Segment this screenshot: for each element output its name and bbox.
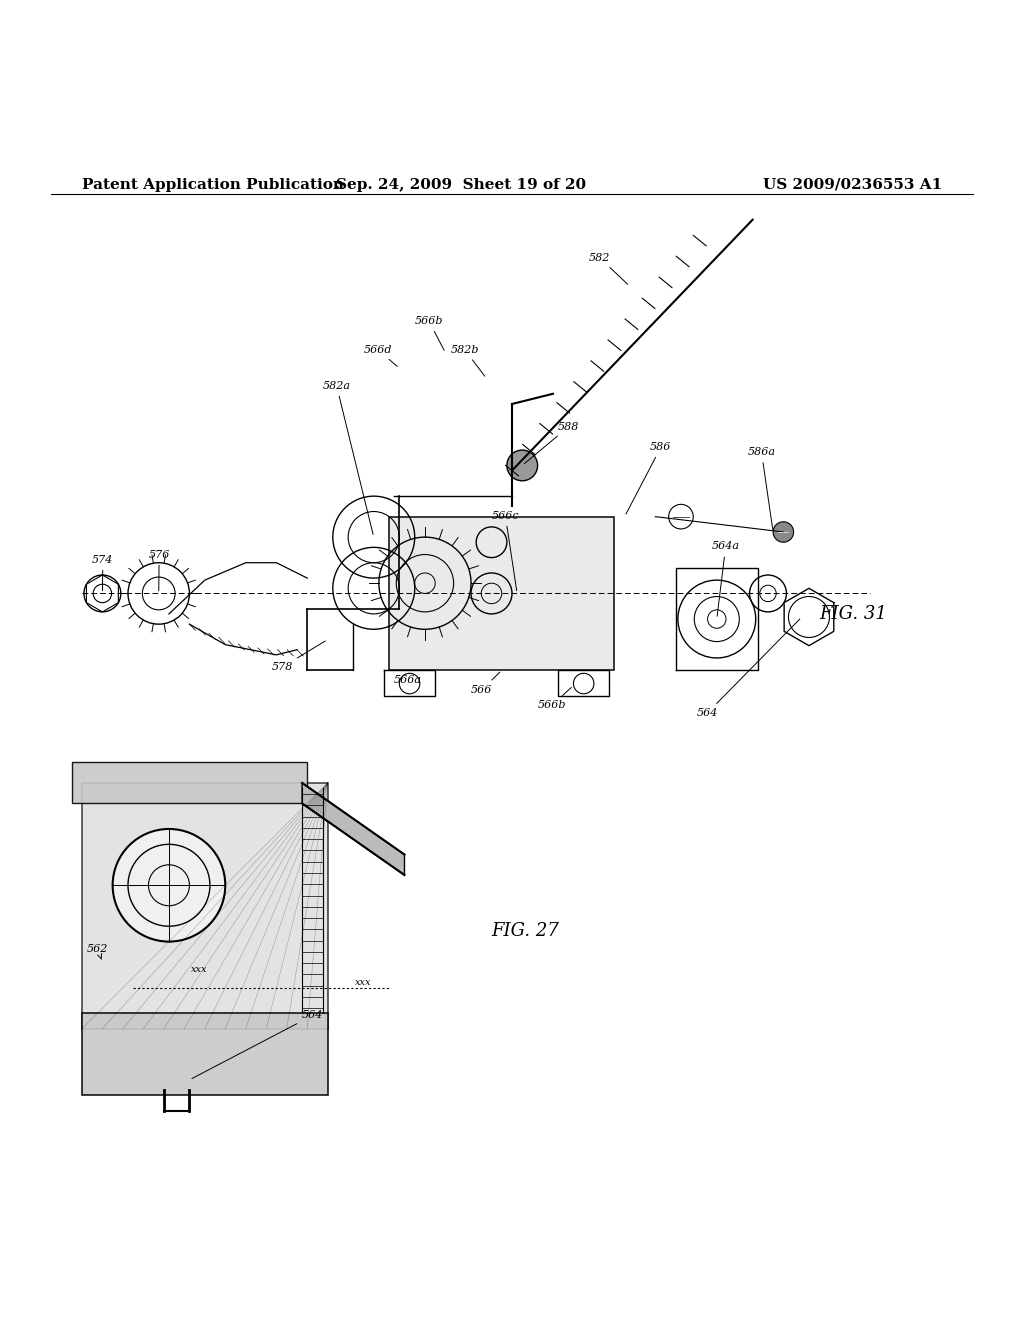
Polygon shape: [302, 783, 404, 875]
Text: xxx: xxx: [191, 965, 208, 974]
Text: FIG. 31: FIG. 31: [819, 605, 887, 623]
Text: 566d: 566d: [364, 345, 397, 367]
Circle shape: [773, 521, 794, 543]
Text: 586: 586: [626, 442, 672, 515]
Text: Patent Application Publication: Patent Application Publication: [82, 178, 344, 191]
Text: 564: 564: [696, 619, 800, 718]
Polygon shape: [72, 763, 307, 804]
Text: xxx: xxx: [355, 978, 372, 986]
Text: US 2009/0236553 A1: US 2009/0236553 A1: [763, 178, 942, 191]
Text: 582: 582: [589, 252, 628, 284]
Text: 566a: 566a: [394, 671, 425, 685]
Text: 562: 562: [87, 944, 109, 960]
Text: 566: 566: [471, 672, 500, 694]
Text: 576: 576: [148, 549, 170, 590]
Text: 578: 578: [271, 642, 326, 672]
Circle shape: [507, 450, 538, 480]
Text: 564: 564: [191, 1010, 324, 1078]
Text: 566b: 566b: [538, 688, 571, 710]
Text: 588: 588: [524, 421, 580, 463]
Circle shape: [113, 829, 225, 941]
Polygon shape: [389, 516, 614, 671]
Text: 566b: 566b: [415, 315, 444, 350]
Text: 582b: 582b: [451, 345, 484, 376]
Text: 574: 574: [92, 554, 114, 590]
Polygon shape: [82, 1014, 328, 1096]
Text: 586a: 586a: [748, 447, 775, 529]
Polygon shape: [82, 783, 328, 1028]
Text: 582a: 582a: [323, 380, 373, 535]
Text: Sep. 24, 2009  Sheet 19 of 20: Sep. 24, 2009 Sheet 19 of 20: [336, 178, 586, 191]
Text: FIG. 27: FIG. 27: [492, 923, 559, 940]
Text: 566c: 566c: [492, 511, 519, 590]
Text: 564a: 564a: [712, 541, 739, 616]
